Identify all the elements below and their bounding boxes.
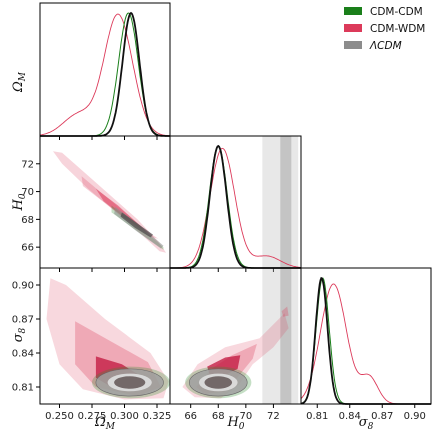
contour-h0-s8-lcdm-1sigma xyxy=(204,376,233,389)
legend-swatch-lcdm xyxy=(344,41,362,49)
marginal-s8-cdm-cdm xyxy=(300,277,431,405)
gray-band-outer xyxy=(262,268,299,404)
legend-swatch-cdm-wdm xyxy=(344,24,362,32)
xtick-label-h0: 66 xyxy=(184,411,197,422)
xtick-label-omega: 0.300 xyxy=(110,411,139,422)
marginal-s8-cdm-wdm xyxy=(300,283,431,405)
ytick-label-h0: 68 xyxy=(21,215,34,226)
xlabel-h0: H0 xyxy=(226,415,244,430)
ylabel-omega-m: ΩM xyxy=(11,71,28,93)
xlabel-omega-m: ΩM xyxy=(94,415,116,430)
legend-label-lcdm: ΛCDM xyxy=(369,40,402,52)
marginal-omega-cdm-wdm xyxy=(39,13,171,137)
xtick-label-h0: 72 xyxy=(267,411,280,422)
marginal-s8-lcdm xyxy=(300,276,431,405)
xtick-label-s8: 0.84 xyxy=(339,411,361,422)
legend-swatch-cdm-cdm xyxy=(344,7,362,15)
xtick-label-s8: 0.81 xyxy=(306,411,328,422)
ytick-label-s8: 0.90 xyxy=(12,281,34,292)
ytick-label-h0: 66 xyxy=(21,243,34,254)
marginal-omega-lcdm xyxy=(40,11,170,137)
gray-band-outer xyxy=(262,136,299,268)
panel-omega-1d xyxy=(39,2,171,137)
ylabel-h0: H0 xyxy=(11,193,28,211)
ytick-label-h0: 72 xyxy=(21,159,34,170)
xtick-label-h0: 70 xyxy=(239,411,252,422)
ylabel-sigma8: σ8 xyxy=(11,327,28,342)
xlabel-sigma8: σ8 xyxy=(359,415,374,430)
contour-omega-h0-lcdm-1sigma xyxy=(120,212,154,238)
contour-h0-s8-wdm-island xyxy=(281,306,289,317)
xtick-label-omega: 0.250 xyxy=(45,411,74,422)
legend: CDM-CDM CDM-WDM ΛCDM xyxy=(344,6,425,52)
xtick-label-s8: 0.87 xyxy=(371,411,393,422)
ytick-label-h0: 70 xyxy=(21,187,34,198)
contour-omega-s8-lcdm-1sigma xyxy=(114,376,146,389)
legend-label-cdm-cdm: CDM-CDM xyxy=(370,6,423,18)
xtick-label-h0: 68 xyxy=(212,411,225,422)
plot-content: 0.250 0.275 0.300 0.325 66 68 70 72 0.81 0.84 0.87… xyxy=(12,11,431,422)
marginal-h0-cdm-wdm xyxy=(170,147,302,269)
ytick-label-s8: 0.81 xyxy=(12,383,34,394)
ytick-label-s8: 0.87 xyxy=(12,315,34,326)
xtick-label-s8: 0.90 xyxy=(404,411,426,422)
gray-band-inner xyxy=(280,268,292,404)
marginal-omega-cdm-cdm xyxy=(40,12,170,137)
panel-s8-1d xyxy=(300,267,432,405)
gray-band-inner xyxy=(280,136,292,268)
legend-label-cdm-wdm: CDM-WDM xyxy=(370,23,425,35)
ytick-label-s8: 0.84 xyxy=(12,349,34,360)
xtick-label-omega: 0.275 xyxy=(78,411,107,422)
xtick-label-omega: 0.325 xyxy=(143,411,172,422)
